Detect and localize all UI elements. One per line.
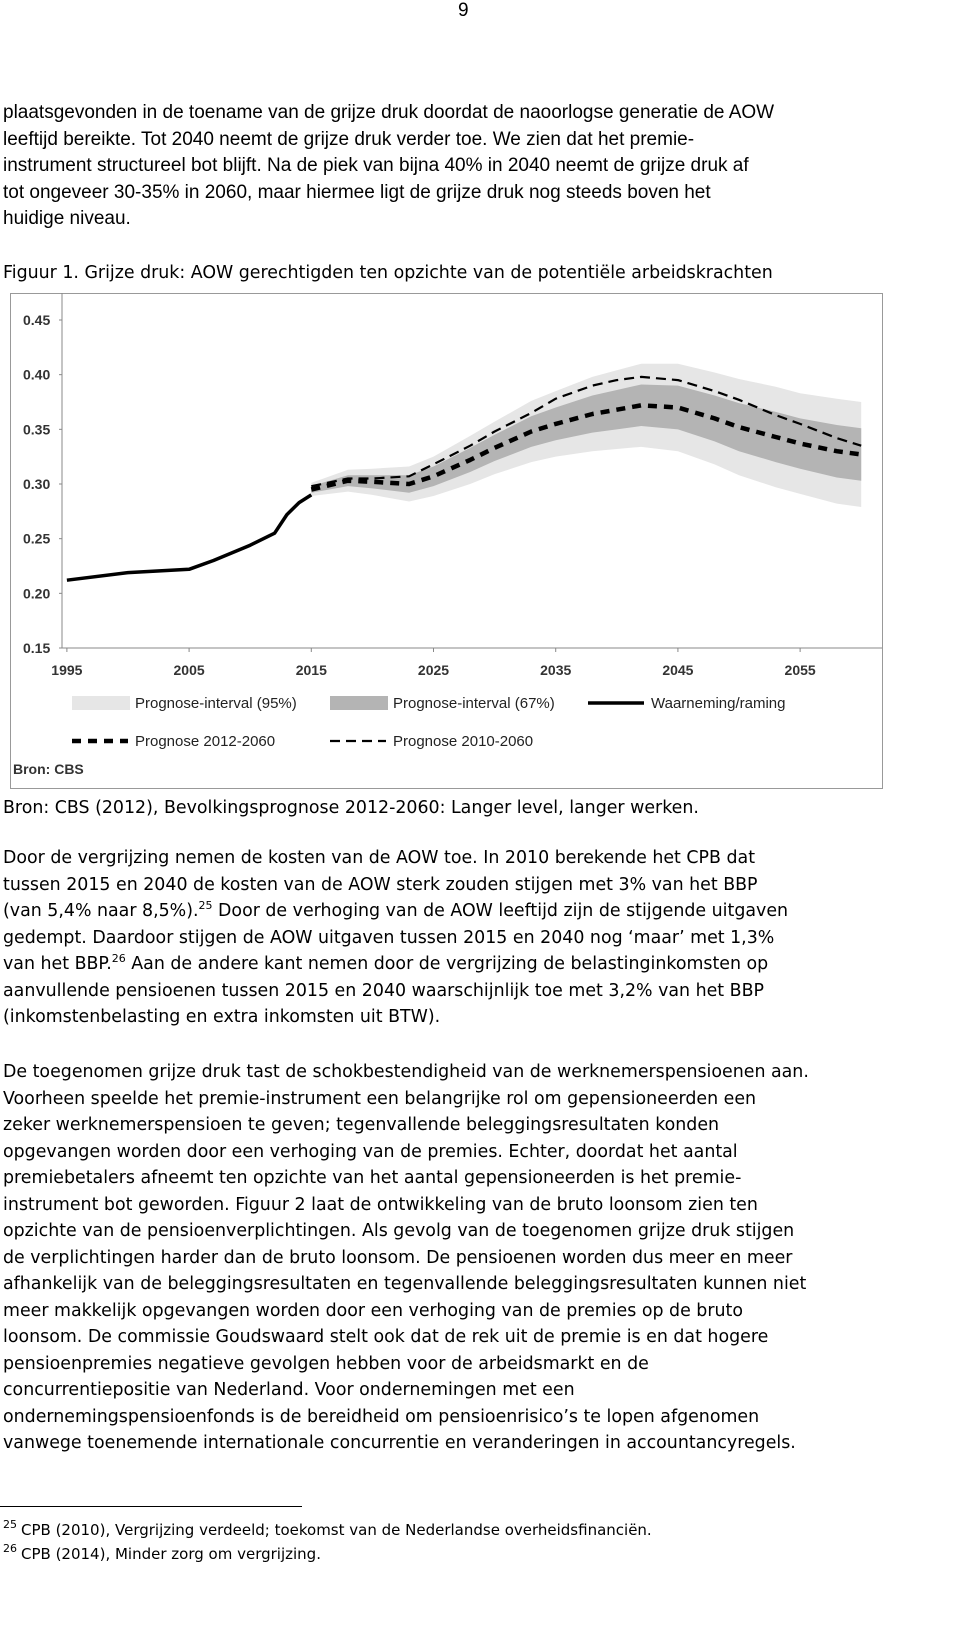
y-tick-label: 0.20	[23, 585, 50, 601]
text-line: zeker werknemerspensioen te geven; tegen…	[3, 1115, 720, 1135]
footnote: 26 CPB (2014), Minder zorg om vergrijzing…	[3, 1542, 321, 1563]
text-run: Aan de andere kant nemen door de vergrij…	[125, 954, 769, 974]
text-line: pensioenpremies negatieve gevolgen hebbe…	[3, 1353, 649, 1374]
text-line: (van 5,4% naar 8,5%).25 Door de verhogin…	[3, 898, 788, 925]
legend-label: Prognose 2010-2060	[393, 733, 533, 750]
text-run: (van 5,4% naar 8,5%).	[3, 901, 199, 921]
x-tick-label: 2025	[418, 662, 449, 678]
x-tick-label: 2045	[662, 662, 693, 678]
text-line: vanwege toenemende internationale concur…	[3, 1433, 796, 1453]
x-tick-label: 2035	[540, 662, 571, 678]
text-line: Voorheen speelde het premie-instrument e…	[3, 1088, 757, 1109]
legend-label: Prognose-interval (67%)	[393, 695, 555, 712]
footnote-number: 25	[3, 1518, 17, 1531]
legend-swatch	[330, 696, 388, 710]
text-line: instrument structureel bot blijft. Na de…	[3, 155, 749, 176]
y-tick-label: 0.45	[23, 312, 50, 328]
y-tick-label: 0.35	[23, 421, 50, 437]
chart-frame	[10, 293, 883, 789]
text-line: tussen 2015 en 2040 de kosten van de AOW…	[3, 874, 758, 895]
text-line: premiebetalers afneemt ten opzichte van …	[3, 1168, 742, 1188]
footnote-text: CPB (2014), Minder zorg om vergrijzing.	[21, 1545, 321, 1563]
text-line: Door de vergrijzing nemen de kosten van …	[3, 848, 756, 868]
data-line	[310, 403, 862, 492]
text-line: concurrentiepositie van Nederland. Voor …	[3, 1380, 575, 1400]
legend-label: Prognose-interval (95%)	[135, 695, 297, 712]
footnote: 25 CPB (2010), Vergrijzing verdeeld; toek…	[3, 1518, 652, 1539]
y-tick-label: 0.40	[23, 367, 50, 383]
figure-caption: Figuur 1. Grijze druk: AOW gerechtigden …	[3, 260, 773, 287]
x-tick-label: 2005	[174, 662, 205, 678]
text-line: aanvullende pensioenen tussen 2015 en 20…	[3, 980, 765, 1001]
text-line: De toegenomen grijze druk tast de schokb…	[3, 1062, 809, 1082]
text-run: Door de verhoging van de AOW leeftijd zi…	[212, 901, 789, 921]
text-line: (inkomstenbelasting en extra inkomsten u…	[3, 1007, 441, 1027]
text-line: opgevangen worden door een verhoging van…	[3, 1141, 738, 1162]
x-tick-label: 1995	[51, 662, 82, 678]
footnote-number: 26	[3, 1542, 17, 1555]
legend-swatch	[72, 696, 130, 710]
text-line: ondernemingspensioenfonds is de bereidhe…	[3, 1406, 760, 1427]
text-line: leeftijd bereikte. Tot 2040 neemt de gri…	[3, 128, 695, 150]
data-line	[66, 493, 313, 582]
source-text: Bron: CBS (2012), Bevolkingsprognose 201…	[3, 798, 699, 818]
text-line: loonsom. De commissie Goudswaard stelt o…	[3, 1327, 769, 1347]
text-line: plaatsgevonden in de toename van de grij…	[3, 102, 775, 123]
footnote-ref: 25	[198, 899, 213, 912]
data-line	[311, 375, 862, 488]
caption-text: Figuur 1. Grijze druk: AOW gerechtigden …	[3, 263, 773, 283]
x-tick-label: 2055	[785, 662, 816, 678]
footnote-rule	[0, 1506, 302, 1507]
paragraph: plaatsgevonden in de toename van de grij…	[3, 100, 774, 233]
text-line: gedempt. Daardoor stijgen de AOW uitgave…	[3, 927, 775, 948]
footnote-ref: 26	[111, 952, 126, 965]
text-line: instrument bot geworden. Figuur 2 laat d…	[3, 1194, 758, 1215]
text-line: van het BBP.26 Aan de andere kant nemen …	[3, 951, 788, 978]
y-tick-label: 0.30	[23, 476, 50, 492]
text-line: huidige niveau.	[3, 208, 131, 229]
interval-band	[311, 384, 862, 493]
paragraph: Door de vergrijzing nemen de kosten van …	[3, 845, 788, 1031]
y-tick-label: 0.25	[23, 531, 50, 547]
paragraph: De toegenomen grijze druk tast de schokb…	[3, 1059, 809, 1457]
legend-label: Waarneming/raming	[651, 695, 786, 712]
legend-label: Prognose 2012-2060	[135, 733, 275, 750]
y-tick-label: 0.15	[23, 640, 50, 656]
text-line: afhankelijk van de beleggingsresultaten …	[3, 1274, 807, 1294]
x-tick-label: 2015	[296, 662, 327, 678]
source-note: Bron: CBS (2012), Bevolkingsprognose 201…	[3, 795, 699, 822]
footnote-text: CPB (2010), Vergrijzing verdeeld; toekom…	[21, 1521, 652, 1539]
text-line: meer makkelijk opgevangen worden door ee…	[3, 1300, 743, 1321]
text-run: van het BBP.	[3, 954, 112, 974]
text-line: opzichte van de pensioenverplichtingen. …	[3, 1221, 795, 1241]
text-line: de verplichtingen harder dan de bruto lo…	[3, 1247, 793, 1268]
chart-source: Bron: CBS	[13, 761, 84, 777]
page-number: 9	[458, 0, 469, 21]
chart: Bron: CBS 0.15 0.20 0.25 0.30 0.35 0.40 0.45 19…	[10, 293, 883, 789]
text-line: tot ongeveer 30-35% in 2060, maar hierme…	[3, 181, 711, 203]
